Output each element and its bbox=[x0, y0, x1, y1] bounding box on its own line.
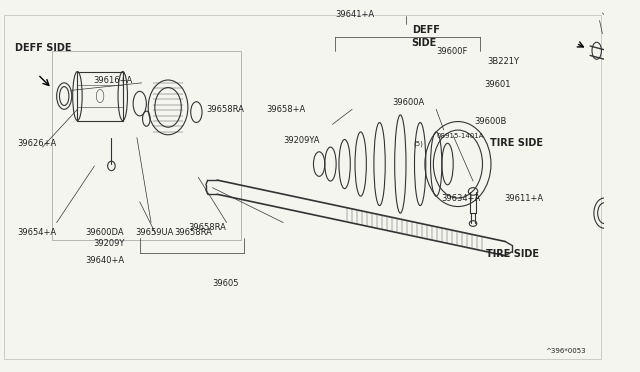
Text: 39600B: 39600B bbox=[474, 117, 506, 126]
Text: SIDE: SIDE bbox=[412, 38, 437, 48]
Text: 08915-1401A: 08915-1401A bbox=[436, 133, 484, 139]
Text: 39658RA: 39658RA bbox=[188, 223, 226, 232]
Text: 39658RA: 39658RA bbox=[206, 105, 244, 114]
Text: 39626+A: 39626+A bbox=[17, 139, 56, 148]
Text: 39659UA: 39659UA bbox=[135, 228, 173, 237]
Text: 39600DA: 39600DA bbox=[85, 228, 124, 237]
Text: 39654+A: 39654+A bbox=[17, 228, 56, 237]
Bar bbox=[312, 36, 467, 225]
Text: 39605: 39605 bbox=[212, 279, 239, 288]
Text: 39600A: 39600A bbox=[393, 98, 425, 107]
Text: (5): (5) bbox=[413, 140, 424, 147]
Text: 39634+A: 39634+A bbox=[441, 193, 480, 202]
Text: 39601: 39601 bbox=[484, 80, 511, 89]
Text: ^396*0053: ^396*0053 bbox=[545, 348, 586, 354]
Text: 3B221Y: 3B221Y bbox=[487, 57, 519, 65]
Text: 39616+A: 39616+A bbox=[93, 77, 132, 86]
Text: 39611+A: 39611+A bbox=[504, 193, 543, 202]
Text: DEFF SIDE: DEFF SIDE bbox=[15, 43, 72, 53]
Text: 39600F: 39600F bbox=[436, 47, 468, 56]
Text: TIRE SIDE: TIRE SIDE bbox=[490, 138, 543, 148]
Bar bbox=[52, 51, 241, 240]
Text: 39658RA: 39658RA bbox=[175, 228, 212, 237]
Text: 39658+A: 39658+A bbox=[266, 105, 305, 114]
Text: 39209YA: 39209YA bbox=[284, 136, 320, 145]
Text: 39640+A: 39640+A bbox=[85, 256, 124, 265]
Text: 39209Y: 39209Y bbox=[93, 239, 125, 248]
Text: 39641+A: 39641+A bbox=[335, 10, 374, 19]
Text: TIRE SIDE: TIRE SIDE bbox=[486, 249, 540, 259]
Text: DEFF: DEFF bbox=[412, 25, 440, 35]
